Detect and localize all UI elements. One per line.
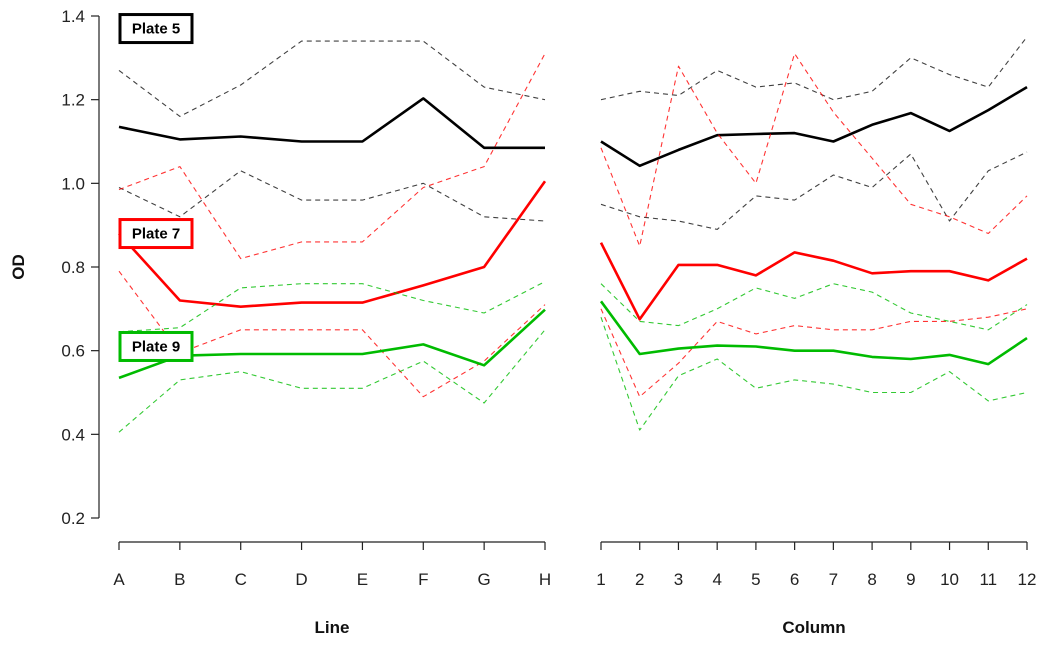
y-tick-label: 1.2 [61,91,85,110]
x-tick-label: B [174,570,185,589]
x-tick-label: F [418,570,428,589]
x-axis-title-left: Line [315,618,350,637]
series-line-left-2-bound [118,170,546,222]
y-tick-label: 0.6 [61,342,85,361]
series-line-left-7-bound [118,281,546,333]
series-line-left-4-bound [118,53,546,260]
series-line-right-0-mean [600,85,1028,168]
series-line-right-4-bound [600,53,1028,247]
legend-box-1 [118,13,194,45]
x-tick-label: 10 [940,570,959,589]
y-tick-label: 0.4 [61,425,85,444]
y-axis-title: OD [9,254,28,280]
series-line-right-7-bound [600,283,1028,331]
x-tick-label: 9 [906,570,915,589]
x-tick-label: E [357,570,368,589]
legend-label-3: Plate 9 [132,338,180,355]
legend-label-1: Plate 5 [132,21,180,38]
series-line-right-3-mean [599,242,1028,321]
series-line-right-1-bound [600,36,1028,101]
x-tick-label: 3 [674,570,683,589]
x-tick-label: 7 [829,570,838,589]
series-line-left-0-mean [118,97,545,150]
x-tick-label: D [295,570,307,589]
series-line-right-2-bound [600,151,1028,230]
series-line-right-5-bound [600,308,1028,398]
x-tick-label: H [539,570,551,589]
x-tick-label: 6 [790,570,799,589]
x-tick-label: 8 [867,570,876,589]
y-tick-label: 0.8 [61,258,85,277]
x-axis-title-right: Column [782,618,845,637]
series-line-right-6-mean [599,300,1028,366]
x-tick-label: A [113,570,125,589]
x-tick-label: G [478,570,491,589]
y-tick-label: 1.4 [61,7,85,26]
series-line-left-3-mean [118,180,547,309]
legend-layer: Plate 5 Plate 7 Plate 9 [118,13,194,362]
x-tick-label: 2 [635,570,644,589]
x-tick-label: 12 [1018,570,1037,589]
y-tick-label: 0.2 [61,509,85,528]
series-line-right-8-bound [600,317,1028,431]
x-tick-label: 11 [979,570,997,589]
series-line-left-1-bound [118,40,546,117]
x-tick-label: 5 [751,570,760,589]
y-tick-label: 1.0 [61,174,85,193]
x-tick-label: 1 [596,570,605,589]
legend-box-2 [118,218,194,250]
series-line-left-8-bound [118,329,546,433]
legend-label-2: Plate 7 [132,226,180,243]
series-layer [118,36,1028,433]
legend-box-3 [118,330,194,362]
x-tick-label: C [235,570,247,589]
x-tick-label: 4 [712,570,721,589]
